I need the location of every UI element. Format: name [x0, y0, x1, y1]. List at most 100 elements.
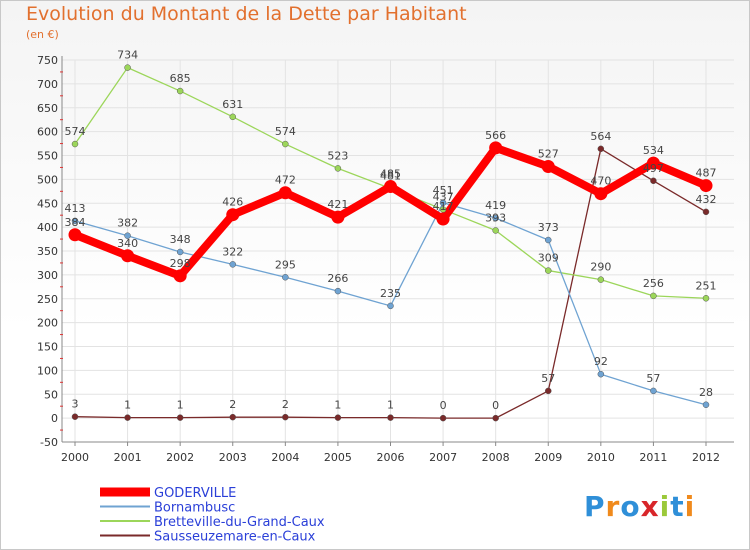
- data-point: [176, 248, 184, 256]
- data-label: 251: [696, 279, 717, 292]
- data-point: [71, 413, 79, 420]
- data-labels: 384 340 298 426 472 421 485 417 566 527 470 534 487 4…: [65, 49, 717, 412]
- chart-unit: (en €): [26, 28, 59, 41]
- data-label: 481: [380, 169, 401, 182]
- data-point: [702, 295, 710, 302]
- data-point: [334, 165, 342, 172]
- data-label: 1: [334, 399, 341, 412]
- data-point: [492, 414, 499, 422]
- legend-label: GODERVILLE: [154, 486, 236, 501]
- y-tick-label: 400: [37, 221, 58, 234]
- data-point: [650, 292, 657, 300]
- data-label: 57: [646, 372, 660, 385]
- data-point: [489, 141, 503, 155]
- data-label: 298: [170, 257, 191, 270]
- data-label: 564: [590, 130, 611, 143]
- data-label: 485: [380, 168, 401, 181]
- x-tick-label: 2003: [219, 451, 247, 464]
- y-tick-label: 150: [37, 341, 58, 354]
- data-point: [387, 302, 394, 310]
- legend-label: Sausseuzemare-en-Caux: [154, 530, 316, 545]
- data-point: [173, 269, 187, 283]
- data-label: 2: [229, 398, 236, 411]
- data-label: 295: [275, 258, 296, 271]
- data-point: [492, 214, 499, 222]
- data-point: [594, 187, 608, 201]
- data-point: [650, 387, 657, 395]
- data-label: 487: [696, 167, 717, 180]
- data-point: [331, 210, 345, 224]
- data-label: 472: [275, 174, 296, 187]
- data-point: [282, 140, 289, 148]
- data-label: 574: [65, 125, 86, 138]
- x-tick-label: 2006: [377, 451, 405, 464]
- data-point: [702, 208, 710, 216]
- data-point: [124, 232, 131, 239]
- data-label: 574: [275, 125, 296, 138]
- axes: [60, 56, 734, 446]
- data-label: 28: [699, 386, 713, 399]
- data-point: [384, 180, 397, 194]
- data-label: 92: [594, 355, 608, 368]
- legend-label: Bornambusc: [154, 501, 235, 516]
- legend-label: Bretteville-du-Grand-Caux: [154, 515, 325, 530]
- data-point: [334, 287, 342, 295]
- logo-letter: P: [584, 490, 606, 523]
- data-label: 57: [541, 372, 555, 385]
- y-tick-label: 550: [37, 150, 58, 163]
- y-tick-label: 600: [37, 126, 58, 139]
- y-tick-label: 500: [37, 173, 58, 186]
- data-point: [334, 414, 342, 421]
- data-label: 290: [590, 261, 611, 274]
- data-label: 382: [117, 217, 138, 230]
- logo-letter: t: [670, 490, 685, 523]
- y-tick-label: 350: [37, 245, 58, 258]
- y-tick-label: 100: [37, 364, 58, 377]
- data-point: [124, 64, 131, 71]
- data-point: [226, 208, 240, 222]
- data-point: [387, 414, 394, 421]
- data-label: 0: [440, 399, 447, 412]
- data-point: [229, 113, 236, 121]
- grid-lines: [62, 59, 734, 443]
- y-tick-label: 50: [44, 388, 58, 401]
- data-label: 3: [72, 398, 79, 411]
- y-tick-label: 700: [37, 78, 58, 91]
- data-point: [597, 276, 605, 283]
- data-point: [229, 413, 236, 421]
- data-point: [229, 261, 236, 268]
- data-label: 348: [170, 233, 191, 246]
- data-label: 256: [643, 277, 664, 290]
- x-tick-label: 2005: [324, 451, 352, 464]
- data-label: 266: [327, 272, 348, 285]
- data-point: [699, 179, 713, 193]
- chart-title: Evolution du Montant de la Dette par Hab…: [26, 3, 467, 25]
- x-tick-label: 2012: [692, 451, 720, 464]
- data-label: 432: [696, 193, 717, 206]
- data-label: 470: [590, 175, 611, 188]
- logo-letter: x: [640, 490, 660, 523]
- logo-letter: o: [620, 490, 641, 523]
- data-label: 451: [433, 184, 454, 197]
- data-point: [278, 186, 292, 200]
- y-tick-label: 650: [37, 102, 58, 115]
- data-point: [436, 212, 450, 226]
- data-label: 734: [117, 49, 138, 62]
- legend: GODERVILLEBornambuscBretteville-du-Grand…: [100, 486, 325, 545]
- data-label: 534: [643, 144, 664, 157]
- data-label: 1: [124, 399, 131, 412]
- data-label: 2: [282, 398, 289, 411]
- data-point: [439, 206, 447, 213]
- data-label: 417: [433, 200, 454, 213]
- data-point: [650, 177, 657, 185]
- data-point: [597, 370, 605, 378]
- data-point: [176, 87, 184, 95]
- data-point: [541, 159, 555, 173]
- data-point: [702, 401, 710, 409]
- data-label: 685: [170, 72, 191, 85]
- data-label: 523: [327, 149, 348, 162]
- data-label: 421: [327, 198, 348, 211]
- y-tick-label: 750: [37, 54, 58, 67]
- logo-letter: i: [659, 490, 671, 523]
- data-label: 309: [538, 252, 559, 265]
